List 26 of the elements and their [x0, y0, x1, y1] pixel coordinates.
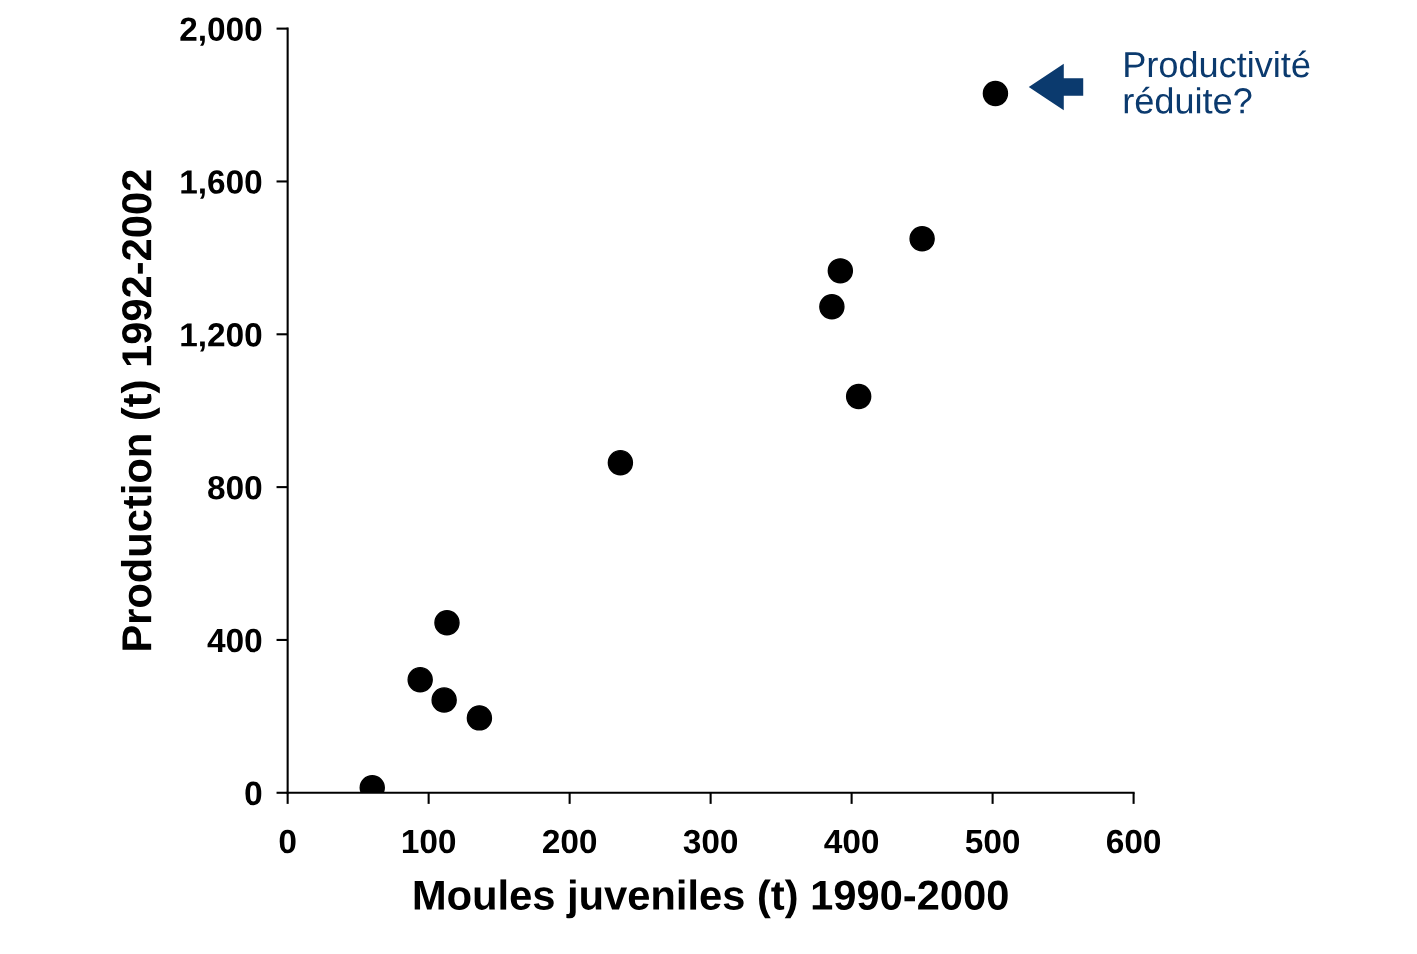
x-tick-label: 300	[683, 829, 738, 854]
point	[982, 80, 1009, 107]
point	[909, 226, 935, 252]
x-tick-label: 200	[542, 829, 597, 854]
y-axis-title: Production (t) 1992-2002	[120, 170, 160, 650]
x-tick-label: 500	[965, 829, 1020, 854]
y-tick-label: 0	[245, 781, 262, 806]
y-tick-label: 800	[208, 475, 262, 500]
point	[431, 687, 457, 713]
y-tick-label: 2,000	[180, 17, 262, 46]
point	[434, 610, 460, 636]
x-tick-label: 0	[279, 829, 296, 854]
point	[845, 383, 872, 410]
x-tick-label: 600	[1107, 829, 1161, 854]
y-tick-label: 1,200	[181, 323, 262, 352]
y-tick-label: 1,600	[181, 170, 262, 199]
point	[819, 294, 845, 320]
y-tick-label: 400	[207, 628, 262, 653]
annotation: Productivité réduite?	[1124, 50, 1310, 114]
point	[607, 449, 634, 476]
x-tick-label: 400	[824, 829, 879, 854]
x-axis-title: Moules juveniles (t) 1990-2000	[414, 879, 1008, 919]
point	[827, 258, 854, 284]
point	[407, 666, 433, 693]
point	[466, 705, 493, 731]
x-tick-label: 100	[402, 829, 456, 854]
